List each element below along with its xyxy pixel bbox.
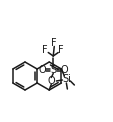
Text: F: F [58, 45, 64, 55]
Text: O: O [60, 65, 67, 75]
Text: O: O [38, 65, 46, 75]
Text: F: F [42, 45, 48, 55]
Text: Si: Si [61, 74, 70, 84]
Text: F: F [51, 38, 57, 48]
Text: S: S [50, 65, 56, 75]
Text: O: O [47, 76, 55, 86]
